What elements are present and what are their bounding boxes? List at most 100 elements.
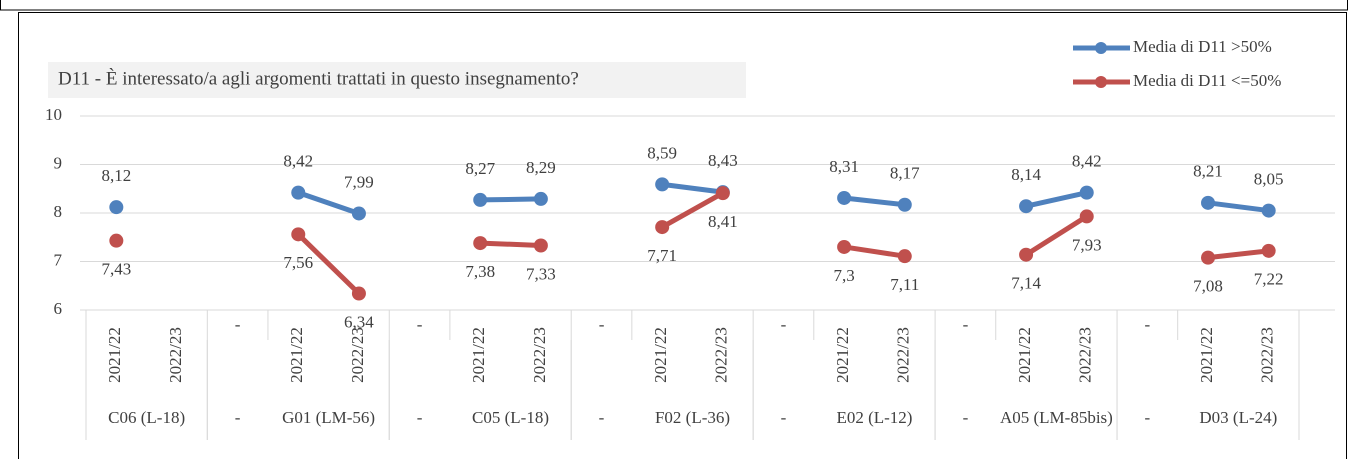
group-label-box: C06 (L-18) — [108, 408, 186, 427]
point — [291, 185, 306, 200]
point — [533, 191, 548, 206]
data-label: 8,21 — [1193, 162, 1223, 181]
data-label: 7,38 — [465, 262, 495, 281]
x-tick-label: - — [417, 315, 423, 334]
group-label-box: C05 (L-18) — [472, 408, 550, 427]
group-label: - — [1144, 408, 1151, 427]
x-tick-label: 2021/22 — [469, 327, 488, 383]
group-label-box: F02 (L-36) — [654, 408, 731, 427]
point — [837, 190, 852, 205]
data-label: 7,56 — [283, 253, 313, 272]
point — [897, 249, 912, 264]
data-label: 8,17 — [890, 164, 920, 183]
point — [1201, 250, 1216, 265]
x-tick-label: 2022/23 — [348, 327, 367, 383]
data-label: 7,71 — [647, 246, 677, 265]
data-label: 8,31 — [829, 157, 859, 176]
group-label: F02 (L-36) — [654, 408, 731, 427]
legend-label: Media di D11 <=50% — [1133, 71, 1281, 90]
data-label: 8,27 — [465, 159, 495, 178]
data-label: 8,42 — [1072, 152, 1102, 171]
x-tick-label: 2022/23 — [894, 327, 913, 383]
data-label: 8,29 — [526, 158, 556, 177]
y-tick-label: 8 — [54, 202, 63, 221]
x-tick-label: 2022/23 — [166, 327, 185, 383]
group-label-box: D03 (L-24) — [1199, 408, 1278, 427]
point — [1019, 199, 1034, 214]
point — [351, 286, 366, 301]
series-line — [1023, 190, 1090, 209]
data-label: 8,05 — [1254, 169, 1284, 188]
group-label-box: - — [1144, 408, 1151, 427]
data-label: 8,43 — [708, 151, 738, 170]
legend-marker — [1095, 76, 1107, 88]
data-label: 7,22 — [1254, 270, 1284, 289]
x-tick-label: 2021/22 — [833, 327, 852, 383]
x-tick-label: 2021/22 — [1197, 327, 1216, 383]
data-label: 6,34 — [344, 312, 374, 331]
group-label: - — [416, 408, 423, 427]
series-line — [1205, 200, 1272, 214]
series-line — [477, 240, 544, 248]
top-frame — [0, 0, 1348, 11]
point — [897, 197, 912, 212]
point — [1201, 195, 1216, 210]
point — [1079, 209, 1094, 224]
x-tick-label: - — [1145, 315, 1151, 334]
point — [715, 186, 730, 201]
series-line — [1023, 213, 1090, 258]
group-label: - — [598, 408, 605, 427]
point — [1261, 203, 1276, 218]
data-label: 8,12 — [101, 166, 131, 185]
x-tick-label: 2022/23 — [712, 327, 731, 383]
y-tick-label: 10 — [45, 105, 62, 124]
data-label: 8,42 — [283, 152, 313, 171]
group-label: E02 (L-12) — [836, 408, 913, 427]
legend-marker — [1095, 42, 1107, 54]
chart-frame — [18, 12, 1347, 459]
group-label: C05 (L-18) — [472, 408, 550, 427]
x-tick-label: 2022/23 — [530, 327, 549, 383]
group-label-box: - — [962, 408, 969, 427]
data-label: 7,99 — [344, 172, 374, 191]
group-label: - — [962, 408, 969, 427]
x-tick-label: 2021/22 — [651, 327, 670, 383]
group-label-box: - — [416, 408, 423, 427]
group-label: G01 (LM-56) — [282, 408, 376, 427]
group-label: C06 (L-18) — [108, 408, 186, 427]
group-label-box: - — [780, 408, 787, 427]
legend-label: Media di D11 >50% — [1133, 37, 1272, 56]
x-tick-label: - — [599, 315, 605, 334]
x-tick-label: 2022/23 — [1258, 327, 1277, 383]
series-line — [1205, 248, 1272, 261]
point — [655, 220, 670, 235]
point — [109, 200, 124, 215]
x-tick-label: 2022/23 — [1076, 327, 1095, 383]
point — [1079, 185, 1094, 200]
group-label-box: E02 (L-12) — [836, 408, 913, 427]
x-tick-label: 2021/22 — [1015, 327, 1034, 383]
data-label: 8,41 — [708, 212, 738, 231]
x-tick-label: - — [963, 315, 969, 334]
point — [533, 238, 548, 253]
x-tick-label: - — [235, 315, 241, 334]
group-label: A05 (LM-85bis) — [999, 408, 1113, 427]
point — [1261, 243, 1276, 258]
data-label: 7,43 — [101, 260, 131, 279]
data-label: 7,14 — [1011, 274, 1041, 293]
data-label: 7,33 — [526, 264, 556, 283]
point — [1019, 247, 1034, 262]
point — [351, 206, 366, 221]
data-label: 8,59 — [647, 143, 677, 162]
group-label: D03 (L-24) — [1199, 408, 1278, 427]
point — [655, 177, 670, 192]
data-label: 7,3 — [834, 266, 855, 285]
group-label: - — [780, 408, 787, 427]
data-label: 7,93 — [1072, 235, 1102, 254]
series-line — [659, 190, 726, 230]
series-line — [477, 196, 544, 203]
group-label-box: G01 (LM-56) — [282, 408, 376, 427]
series-line — [295, 231, 362, 297]
x-tick-label: 2021/22 — [287, 327, 306, 383]
